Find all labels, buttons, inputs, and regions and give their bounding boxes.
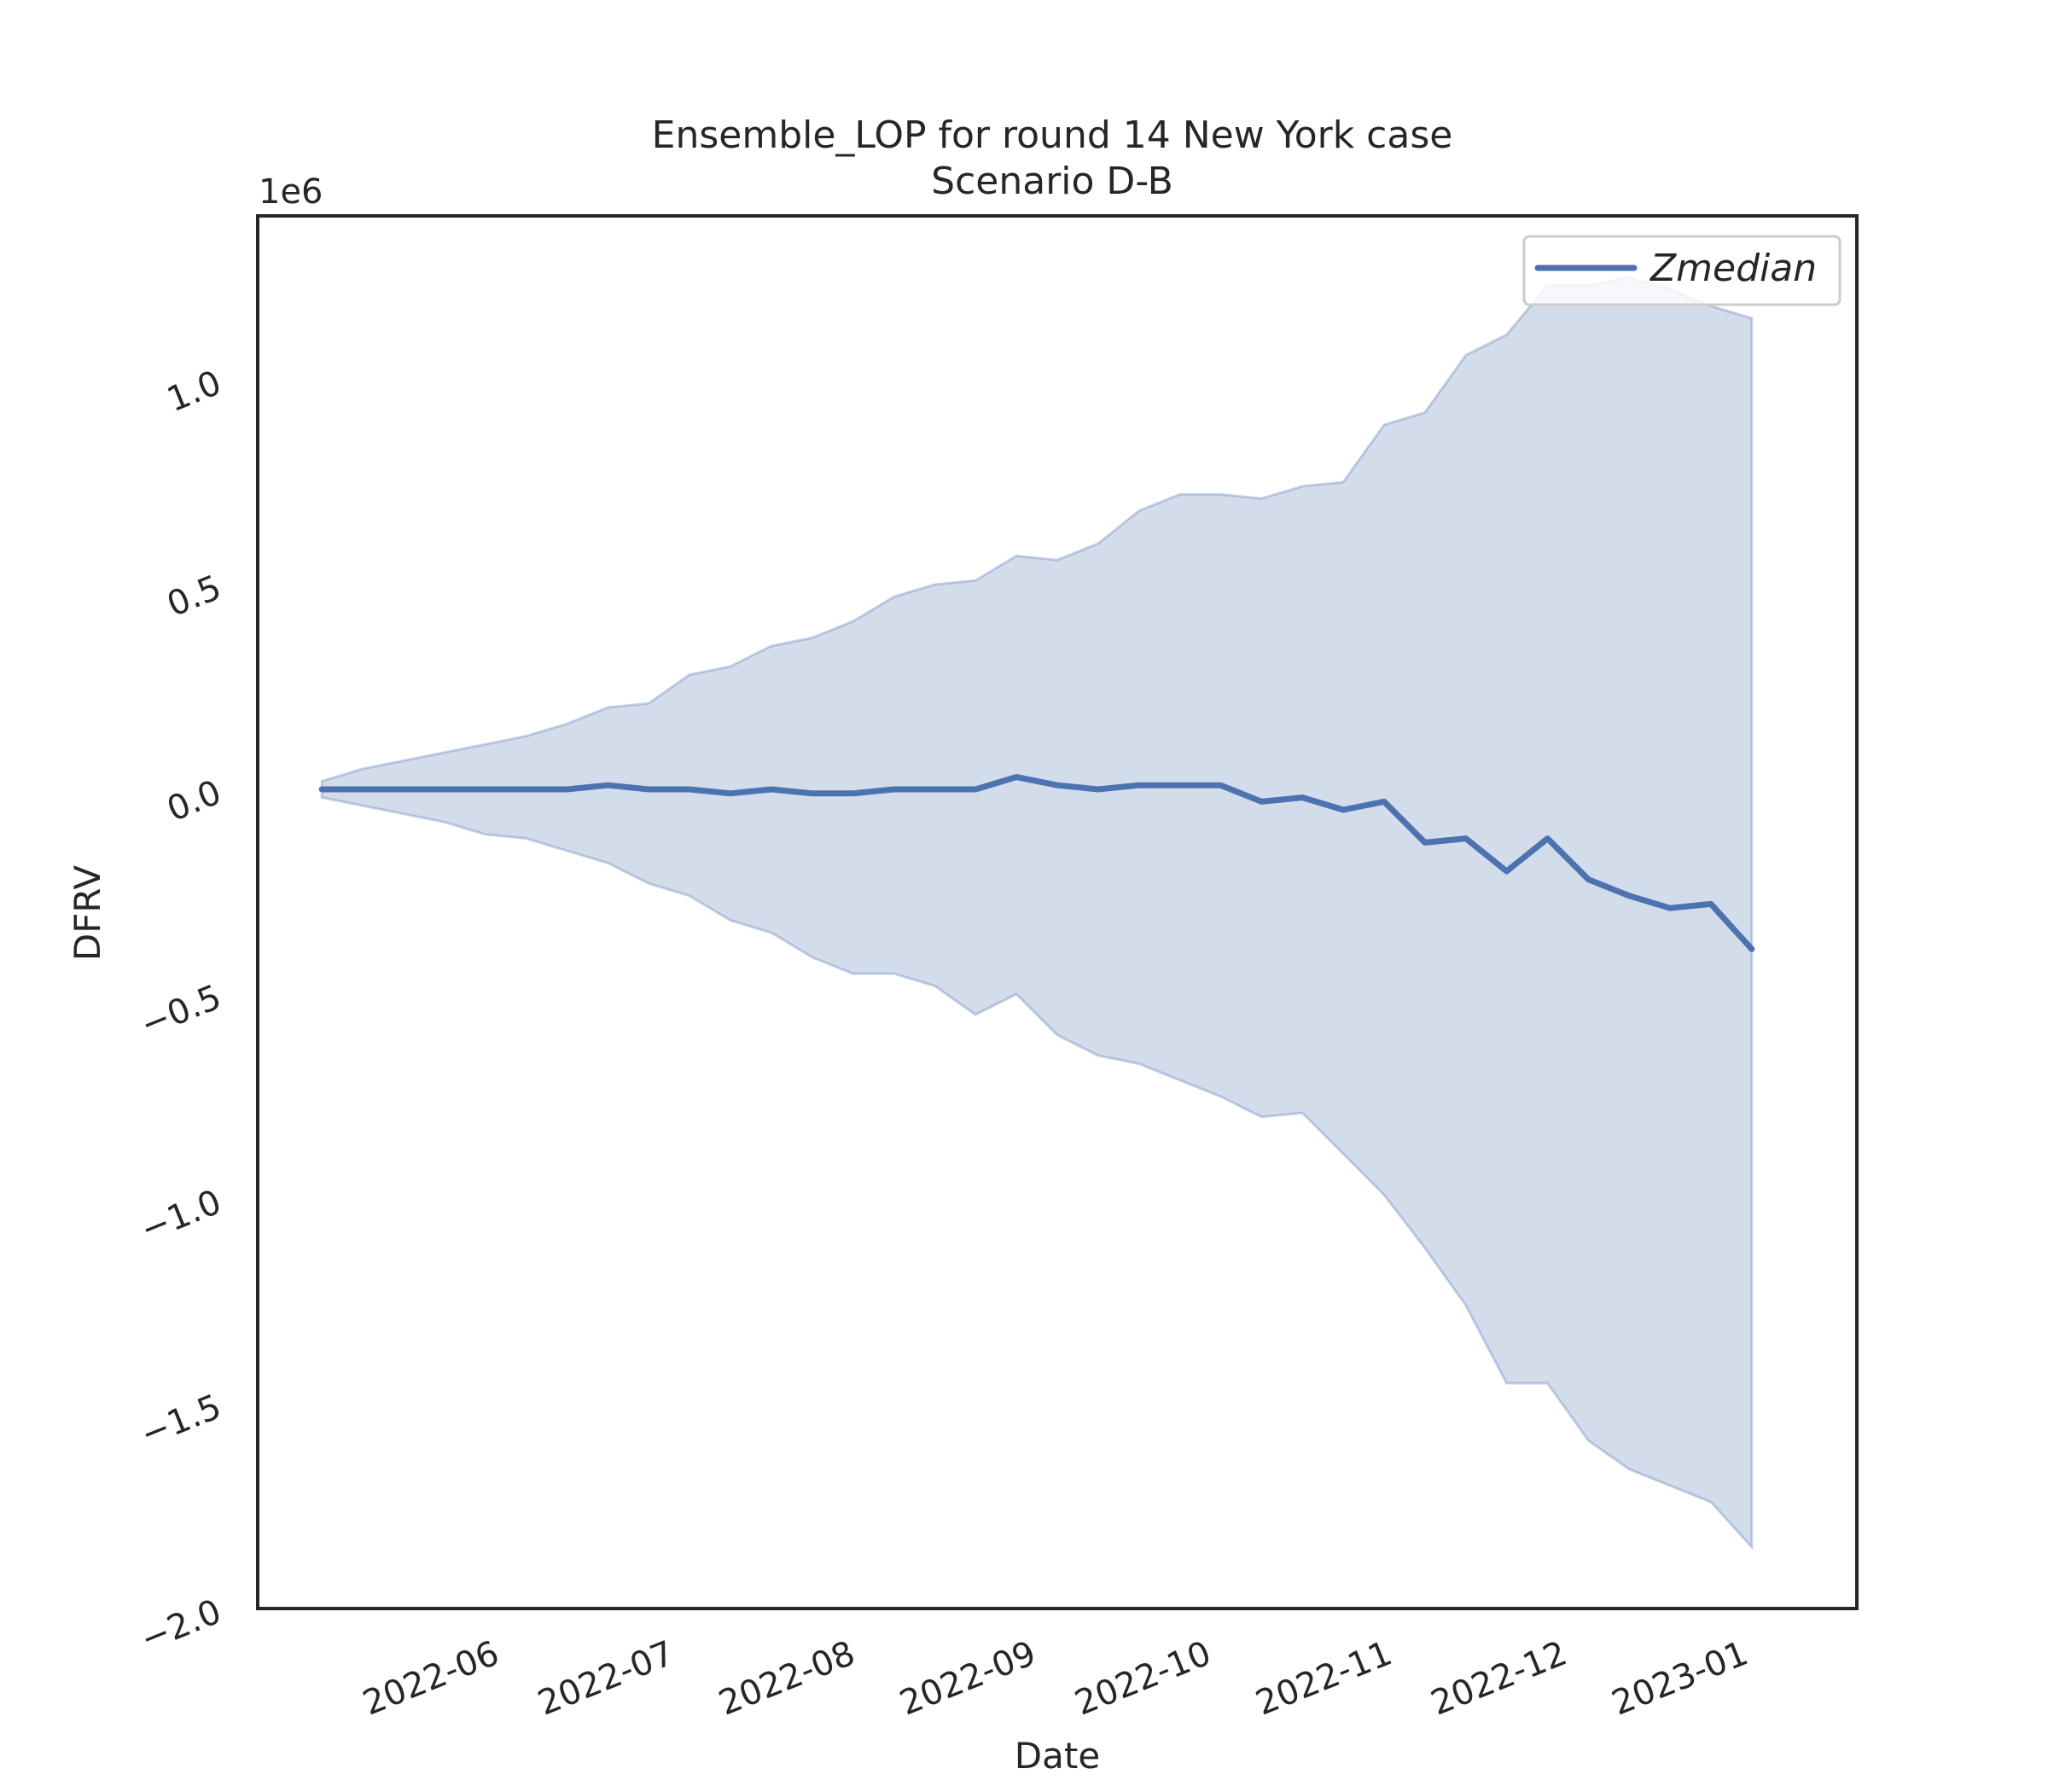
x-tick-labels: 2022-06 2022-07 2022-08 2022-09 2022-10 2022-…: [358, 1633, 1754, 1723]
chart-title: Ensemble_LOP for round 14 New York case: [652, 113, 1453, 157]
y-tick-label: 0.0: [162, 773, 227, 829]
x-tick-label: 2022-12: [1426, 1633, 1573, 1723]
y-tick-label: 1.0: [162, 364, 227, 420]
y-tick-label: −2.0: [135, 1592, 226, 1660]
y-tick-label: −1.5: [135, 1388, 226, 1455]
y-axis-label: DFRV: [67, 865, 108, 961]
legend-box: [1522, 235, 1841, 306]
x-tick-label: 2023-01: [1607, 1633, 1754, 1723]
x-tick-label: 2022-11: [1250, 1633, 1397, 1723]
x-tick-label: 2022-06: [358, 1633, 504, 1723]
y-tick-label: −0.5: [135, 978, 226, 1045]
axes-frame: [256, 214, 1859, 1610]
x-tick-label: 2022-10: [1069, 1633, 1216, 1723]
y-tick-labels: −2.0 −1.5 −1.0 −0.5 0.0 0.5 1.0: [135, 364, 226, 1660]
confidence-band: [320, 276, 1754, 1551]
legend: Zmedian: [1522, 235, 1841, 306]
x-tick-label: 2022-08: [713, 1633, 860, 1723]
x-tick-label: 2022-07: [532, 1633, 679, 1723]
y-tick-label: 0.5: [162, 568, 227, 625]
plot-area: [318, 276, 1755, 1551]
legend-label-zmedian: Zmedian: [1649, 247, 1817, 290]
chart-subtitle: Scenario D-B: [931, 160, 1173, 203]
y-tick-label: −1.0: [135, 1183, 226, 1250]
x-axis-label: Date: [1015, 1735, 1100, 1777]
y-offset-label: 1e6: [259, 172, 323, 212]
series-line-zmedian: [318, 774, 1755, 952]
x-tick-label: 2022-09: [894, 1633, 1041, 1723]
